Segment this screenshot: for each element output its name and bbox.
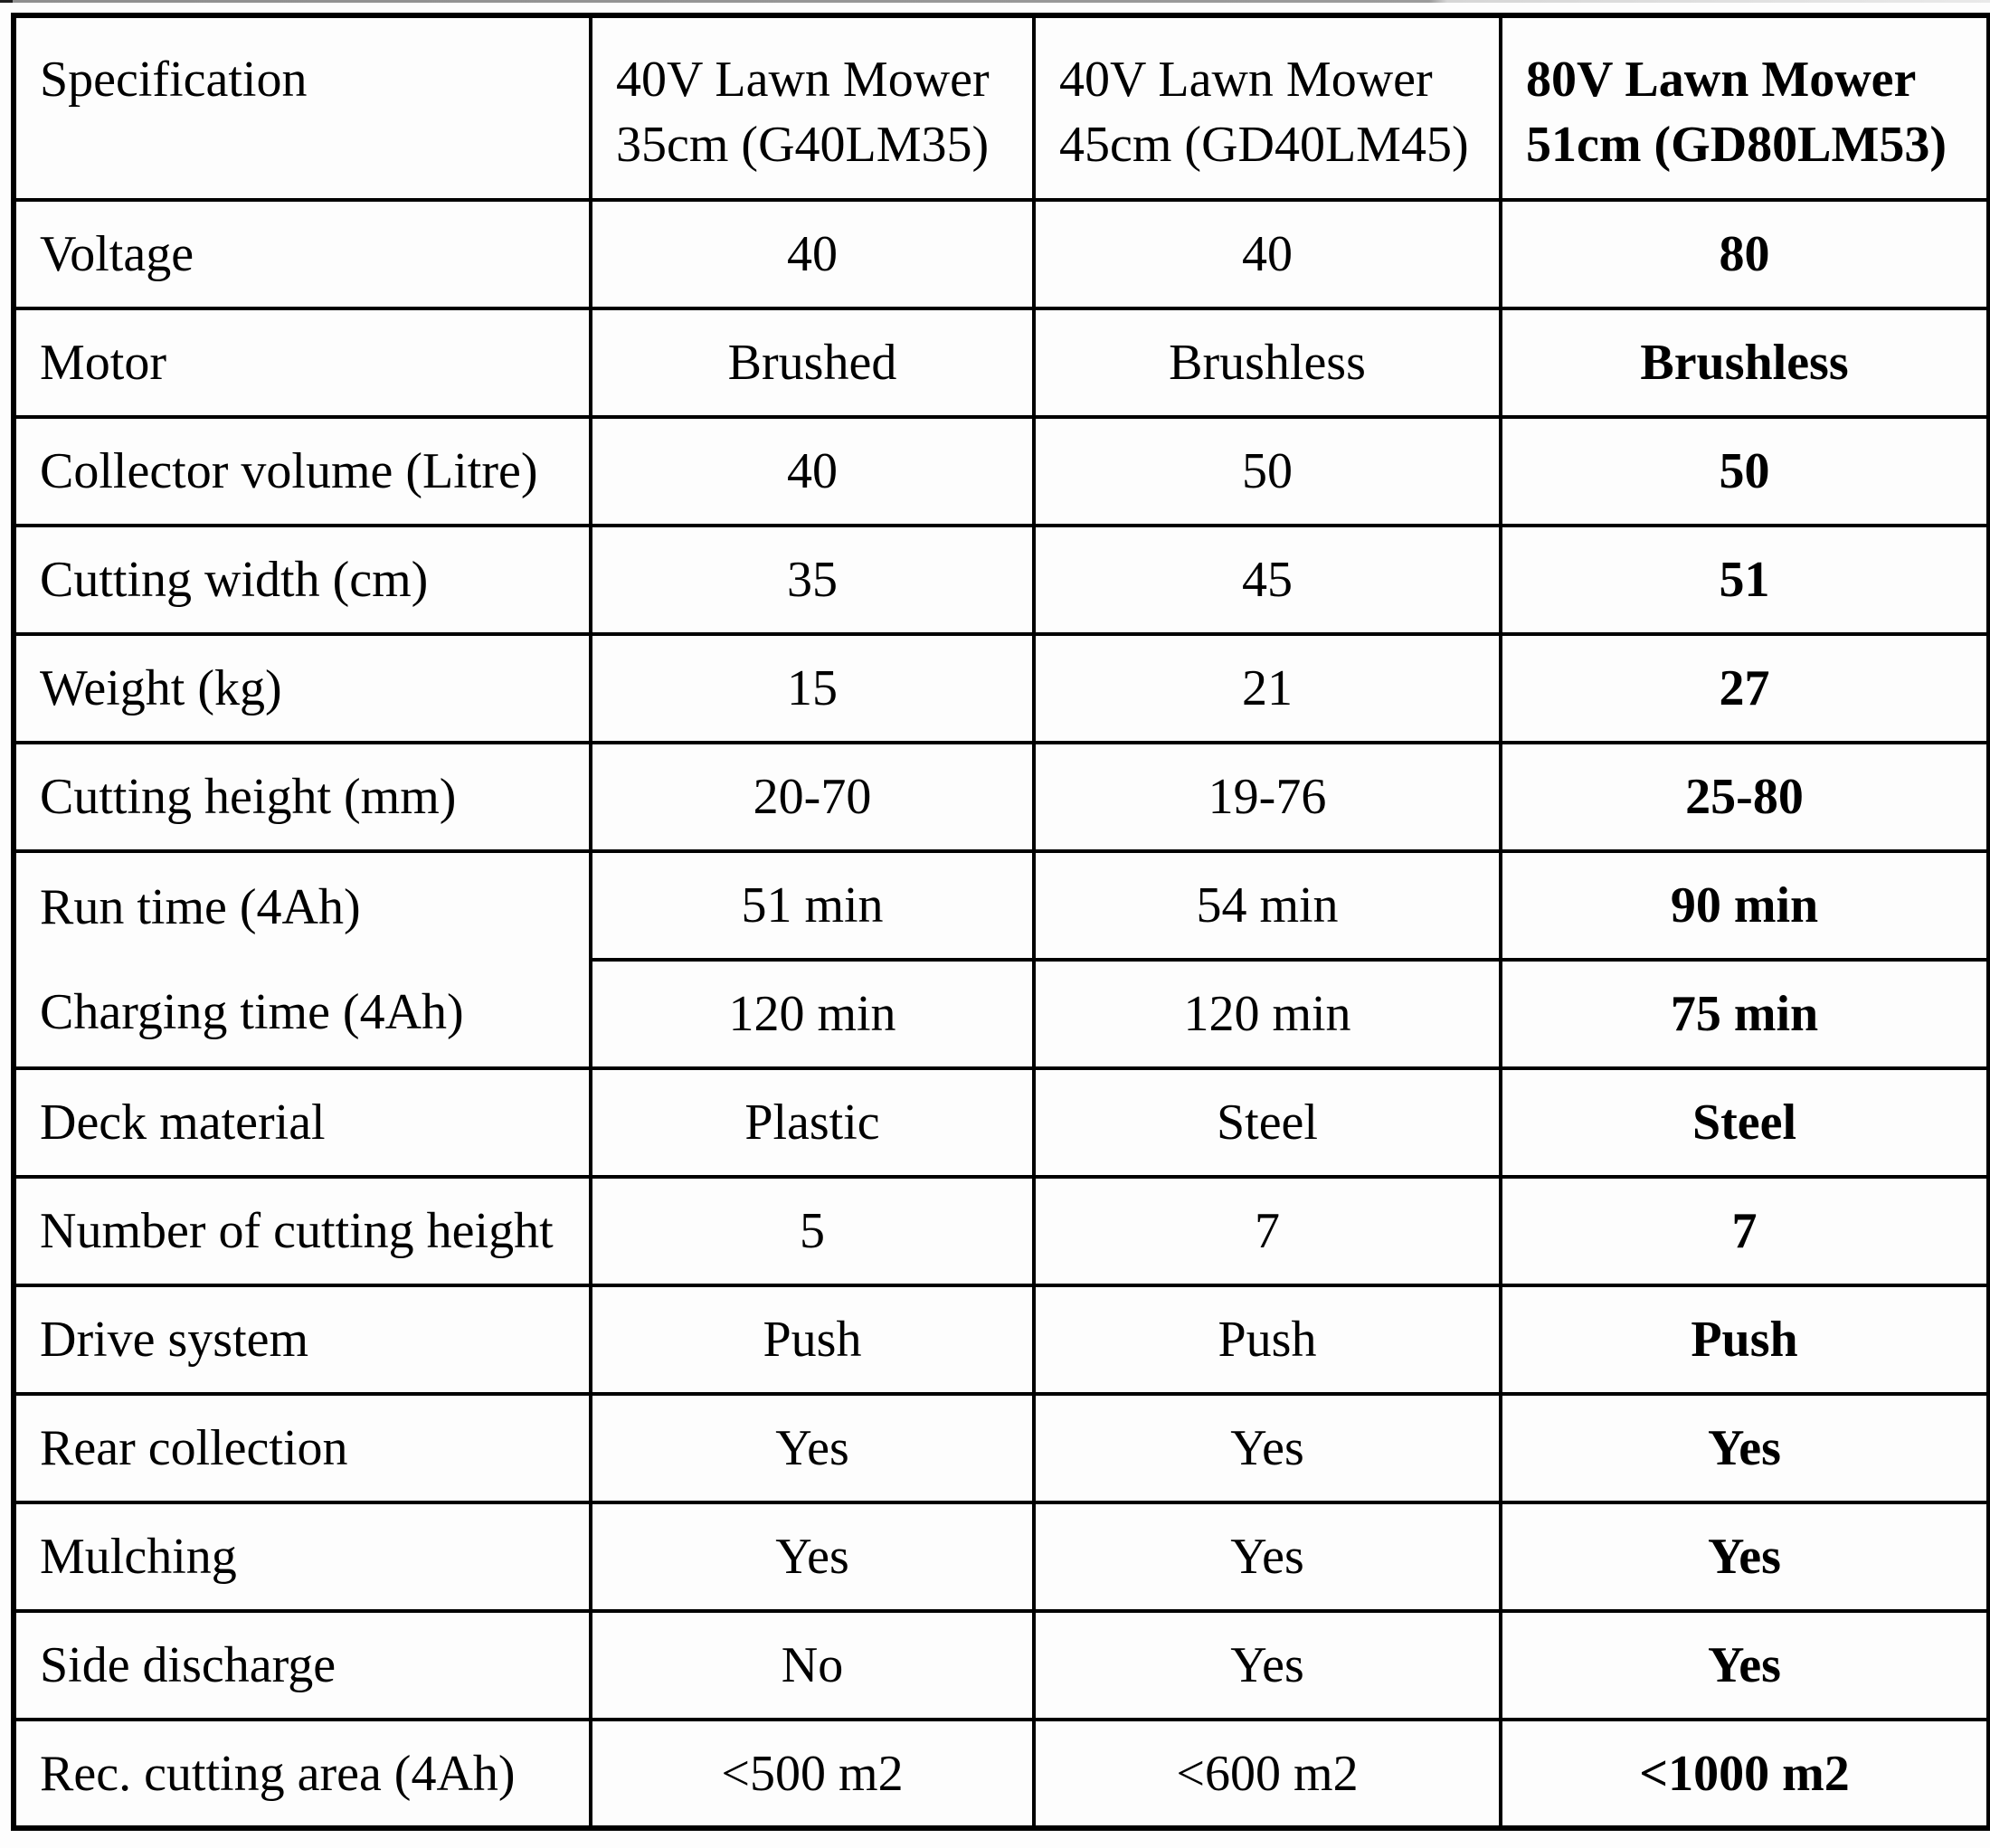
header-model-gd40lm45-line1: 40V Lawn Mower	[1059, 52, 1433, 108]
row-number-of-cutting-height-value-gd40lm45: 7	[1032, 1175, 1502, 1287]
row-side-discharge-value-g40lm35: No	[589, 1609, 1036, 1721]
row-collector-volume-value-g40lm35: 40	[589, 415, 1036, 527]
row-voltage-label: Voltage	[12, 198, 592, 310]
row-side-discharge-value-gd40lm45: Yes	[1032, 1609, 1502, 1721]
row-mulching-value-gd40lm45: Yes	[1032, 1501, 1502, 1613]
row-voltage: Voltage 40 40 80	[12, 198, 1990, 310]
row-rear-collection-value-gd40lm45: Yes	[1032, 1392, 1502, 1504]
row-deck-material-value-gd80lm53: Steel	[1499, 1066, 1990, 1179]
row-charging-time-value-gd80lm53: 75 min	[1499, 958, 1990, 1070]
row-rec-cutting-area-value-g40lm35: <500 m2	[589, 1718, 1036, 1830]
row-mulching-label: Mulching	[12, 1501, 592, 1613]
row-drive-system-label: Drive system	[12, 1284, 592, 1396]
row-voltage-value-gd80lm53: 80	[1499, 198, 1990, 310]
row-cutting-width: Cutting width (cm) 35 45 51	[12, 524, 1990, 636]
row-voltage-value-g40lm35: 40	[589, 198, 1036, 310]
cutoff-hairline-top	[0, 0, 1990, 3]
row-voltage-value-gd40lm45: 40	[1032, 198, 1502, 310]
header-model-g40lm35: 40V Lawn Mower 35cm (G40LM35)	[589, 14, 1036, 202]
header-row: Specification 40V Lawn Mower 35cm (G40LM…	[12, 14, 1990, 202]
row-charging-time-label: Charging time (4Ah)	[40, 984, 464, 1040]
row-drive-system-value-gd80lm53: Push	[1499, 1284, 1990, 1396]
table-body: Voltage 40 40 80 Motor Brushed Brushless…	[12, 198, 1990, 1830]
row-charging-time-value-gd40lm45: 120 min	[1032, 958, 1502, 1070]
header-model-g40lm35-line1: 40V Lawn Mower	[616, 52, 990, 108]
row-drive-system-value-g40lm35: Push	[589, 1284, 1036, 1396]
row-run-time-value-gd80lm53: 90 min	[1499, 849, 1990, 962]
run-and-charging-time-label-cell: Run time (4Ah) Charging time (4Ah)	[12, 849, 592, 1070]
row-deck-material: Deck material Plastic Steel Steel	[12, 1066, 1990, 1179]
row-rec-cutting-area: Rec. cutting area (4Ah) <500 m2 <600 m2 …	[12, 1718, 1990, 1830]
row-number-of-cutting-height-label: Number of cutting height	[12, 1175, 592, 1287]
header-model-gd40lm45-line2: 45cm (GD40LM45)	[1059, 117, 1469, 173]
row-side-discharge: Side discharge No Yes Yes	[12, 1609, 1990, 1721]
header-model-gd80lm53-line2: 51cm (GD80LM53)	[1526, 117, 1947, 173]
header-specification-label: Specification	[40, 52, 308, 108]
row-rear-collection-value-gd80lm53: Yes	[1499, 1392, 1990, 1504]
header-specification: Specification	[12, 14, 592, 202]
row-charging-time: 120 min 120 min 75 min	[14, 958, 1990, 1070]
row-run-time-value-g40lm35: 51 min	[589, 849, 1036, 962]
header-model-gd80lm53: 80V Lawn Mower 51cm (GD80LM53)	[1499, 14, 1990, 202]
row-rec-cutting-area-value-gd40lm45: <600 m2	[1032, 1718, 1502, 1830]
row-mulching-value-gd80lm53: Yes	[1499, 1501, 1990, 1613]
row-cutting-height: Cutting height (mm) 20-70 19-76 25-80	[12, 741, 1990, 853]
row-cutting-width-value-gd40lm45: 45	[1032, 524, 1502, 636]
row-collector-volume-value-gd80lm53: 50	[1499, 415, 1990, 527]
specification-table: Specification 40V Lawn Mower 35cm (G40LM…	[11, 13, 1990, 1831]
row-weight-value-gd80lm53: 27	[1499, 632, 1990, 744]
row-run-time-value-gd40lm45: 54 min	[1032, 849, 1502, 962]
row-rec-cutting-area-label: Rec. cutting area (4Ah)	[12, 1718, 592, 1830]
row-collector-volume: Collector volume (Litre) 40 50 50	[12, 415, 1990, 527]
row-rear-collection: Rear collection Yes Yes Yes	[12, 1392, 1990, 1504]
row-cutting-width-value-gd80lm53: 51	[1499, 524, 1990, 636]
row-side-discharge-label: Side discharge	[12, 1609, 592, 1721]
row-cutting-height-value-g40lm35: 20-70	[589, 741, 1036, 853]
row-cutting-height-value-gd40lm45: 19-76	[1032, 741, 1502, 853]
header-model-gd40lm45: 40V Lawn Mower 45cm (GD40LM45)	[1032, 14, 1502, 202]
table-header: Specification 40V Lawn Mower 35cm (G40LM…	[12, 14, 1990, 202]
row-collector-volume-label: Collector volume (Litre)	[12, 415, 592, 527]
row-number-of-cutting-height: Number of cutting height 5 7 7	[12, 1175, 1990, 1287]
row-weight-value-g40lm35: 15	[589, 632, 1036, 744]
row-mulching-value-g40lm35: Yes	[589, 1501, 1036, 1613]
row-mulching: Mulching Yes Yes Yes	[12, 1501, 1990, 1613]
header-model-g40lm35-line2: 35cm (G40LM35)	[616, 117, 990, 173]
row-cutting-height-value-gd80lm53: 25-80	[1499, 741, 1990, 853]
row-deck-material-value-gd40lm45: Steel	[1032, 1066, 1502, 1179]
row-rear-collection-value-g40lm35: Yes	[589, 1392, 1036, 1504]
row-motor-value-gd80lm53: Brushless	[1499, 307, 1990, 419]
row-collector-volume-value-gd40lm45: 50	[1032, 415, 1502, 527]
row-motor-label: Motor	[12, 307, 592, 419]
row-cutting-width-value-g40lm35: 35	[589, 524, 1036, 636]
row-weight-label: Weight (kg)	[12, 632, 592, 744]
row-motor-value-g40lm35: Brushed	[589, 307, 1036, 419]
row-cutting-height-label: Cutting height (mm)	[12, 741, 592, 853]
row-deck-material-label: Deck material	[12, 1066, 592, 1179]
row-weight: Weight (kg) 15 21 27	[12, 632, 1990, 744]
row-motor: Motor Brushed Brushless Brushless	[12, 307, 1990, 419]
row-drive-system-value-gd40lm45: Push	[1032, 1284, 1502, 1396]
row-weight-value-gd40lm45: 21	[1032, 632, 1502, 744]
row-number-of-cutting-height-value-gd80lm53: 7	[1499, 1175, 1990, 1287]
header-model-gd80lm53-line1: 80V Lawn Mower	[1526, 52, 1917, 108]
row-motor-value-gd40lm45: Brushless	[1032, 307, 1502, 419]
row-rear-collection-label: Rear collection	[12, 1392, 592, 1504]
row-side-discharge-value-gd80lm53: Yes	[1499, 1609, 1990, 1721]
row-deck-material-value-g40lm35: Plastic	[589, 1066, 1036, 1179]
row-drive-system: Drive system Push Push Push	[12, 1284, 1990, 1396]
row-cutting-width-label: Cutting width (cm)	[12, 524, 592, 636]
row-charging-time-value-g40lm35: 120 min	[589, 958, 1036, 1070]
row-number-of-cutting-height-value-g40lm35: 5	[589, 1175, 1036, 1287]
row-run-time: Run time (4Ah) Charging time (4Ah) 51 mi…	[12, 849, 1990, 1070]
row-rec-cutting-area-value-gd80lm53: <1000 m2	[1499, 1718, 1990, 1830]
row-run-time-label: Run time (4Ah)	[40, 879, 361, 935]
